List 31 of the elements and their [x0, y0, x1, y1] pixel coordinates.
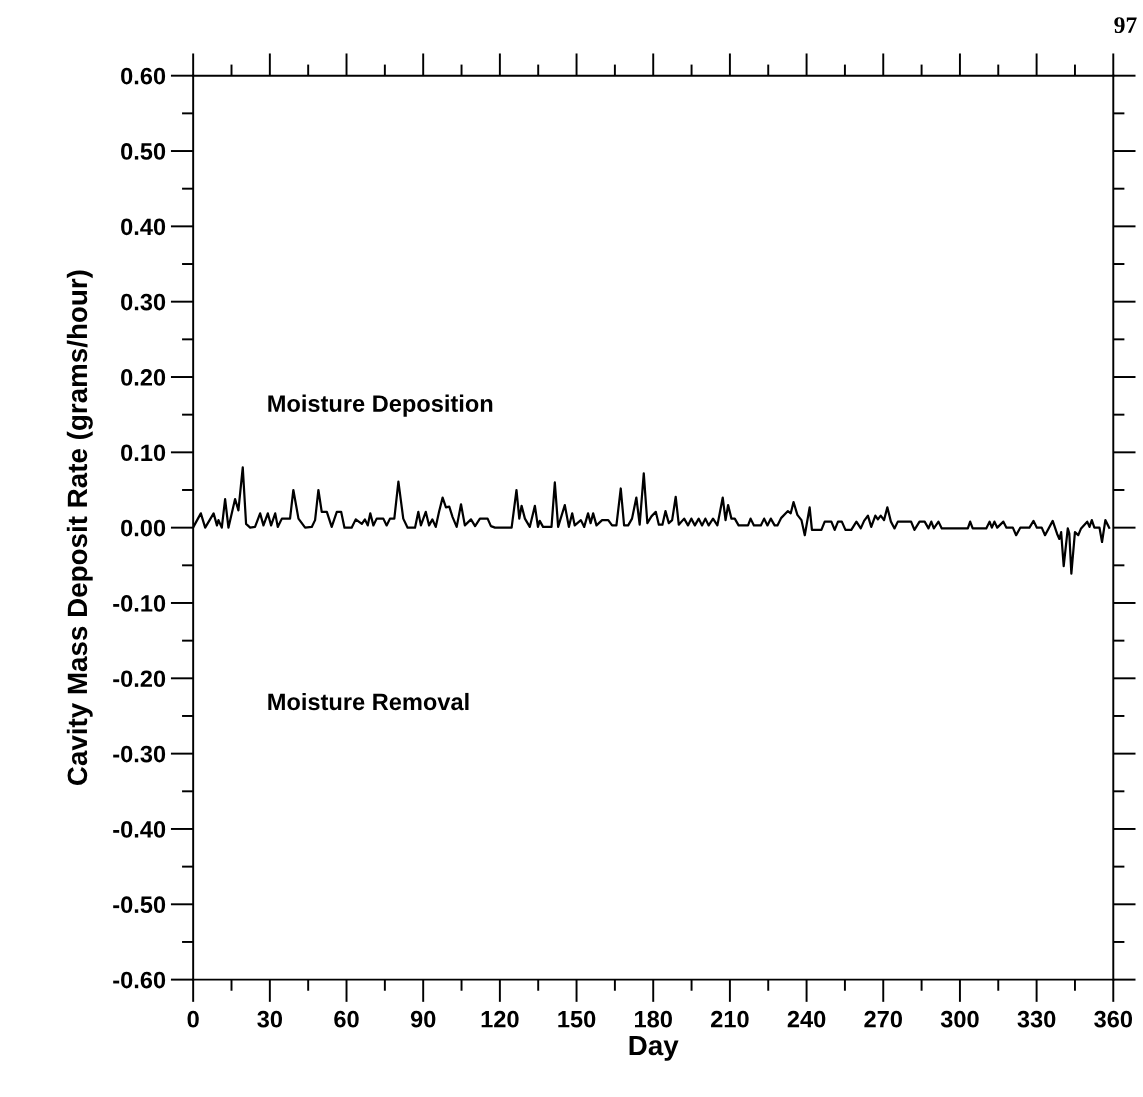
x-tick-label: 180	[635, 1010, 672, 1028]
y-tick-label: -0.10	[113, 595, 166, 612]
annotation: Moisture Deposition	[268, 394, 493, 417]
y-tick-label: -0.20	[113, 670, 166, 688]
annotation: Moisture Removal	[268, 692, 469, 711]
x-tick-label: 360	[1094, 1010, 1133, 1028]
y-tick-label: 0.10	[121, 444, 166, 462]
y-tick-label: 0.40	[121, 218, 166, 236]
x-tick-label: 90	[410, 1010, 436, 1028]
y-tick-label: -0.50	[113, 896, 166, 914]
y-tick-label: 0.50	[121, 143, 166, 160]
x-tick-label: 330	[1017, 1010, 1056, 1028]
x-tick-label: 150	[558, 1010, 596, 1028]
text: 97	[1114, 17, 1137, 34]
x-tick-label: 240	[787, 1010, 826, 1028]
x-tick-label: 210	[711, 1010, 749, 1028]
y-tick-label: 0.60	[121, 67, 166, 85]
y-axis-title: Cavity Mass Deposit Rate (grams/hour)	[66, 270, 93, 786]
y-tick-label: 0.00	[121, 519, 166, 537]
x-tick-label: 60	[334, 1010, 359, 1028]
x-axis-title: Day	[629, 1035, 679, 1061]
y-tick-label: 0.30	[121, 293, 166, 311]
x-tick-label: 120	[481, 1010, 519, 1028]
x-tick-label: 30	[257, 1010, 283, 1028]
y-tick-label: 0.20	[121, 369, 166, 386]
y-tick-label: -0.60	[113, 971, 166, 989]
x-tick-label: 270	[864, 1010, 902, 1028]
y-tick-label: -0.40	[113, 821, 166, 838]
x-tick-label: 0	[187, 1010, 199, 1028]
y-tick-label: -0.30	[113, 745, 166, 763]
x-tick-label: 300	[940, 1010, 979, 1028]
